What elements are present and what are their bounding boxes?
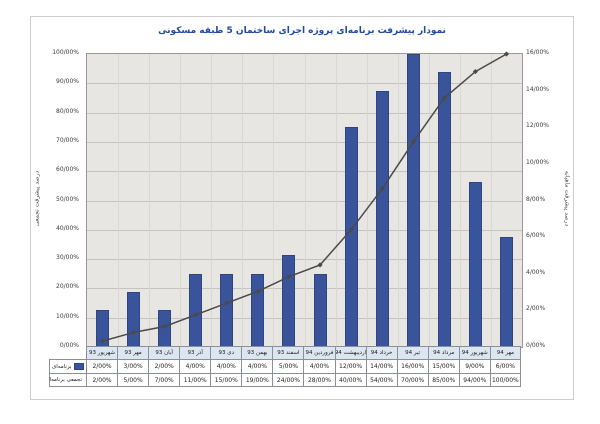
bar-legend-icon <box>73 363 84 370</box>
left-axis-ticks: 0/00% 10/00% 20/00% 30/00% 40/00% 50/00% 60/00… <box>31 49 82 349</box>
month-header: شهریور 94 <box>458 346 490 359</box>
planned-value-cell: 4/00% <box>241 359 273 373</box>
cumulative-value-cell: 24/00% <box>272 373 304 387</box>
month-header: آذر 93 <box>179 346 211 359</box>
gridline-vertical <box>397 54 399 347</box>
month-header: تیر 94 <box>396 346 428 359</box>
right-axis-tick: 6/00% <box>526 232 546 240</box>
cumulative-value-cell: 19/00% <box>241 373 273 387</box>
gridline-vertical <box>273 54 275 347</box>
right-axis-tick: 8/00% <box>526 195 546 203</box>
planned-value-cell: 6/00% <box>489 359 521 373</box>
month-header: فروردین 94 <box>303 346 335 359</box>
planned-value-cell: 4/00% <box>179 359 211 373</box>
cumulative-value-cell: 85/00% <box>427 373 459 387</box>
cumulative-value-cell: 2/00% <box>86 373 118 387</box>
cumulative-value-cell: 40/00% <box>334 373 366 387</box>
left-axis-tick: 100/00% <box>52 49 79 56</box>
month-header: دی 93 <box>210 346 242 359</box>
planned-value-cell: 12/00% <box>334 359 366 373</box>
right-axis-ticks: 0/00% 2/00% 4/00% 6/00% 8/00% 10/00% 12/00% 14/… <box>524 49 570 349</box>
gridline-vertical <box>242 54 244 347</box>
cumulative-value-cell: 100/00% <box>489 373 521 387</box>
right-axis-tick: 16/00% <box>526 49 549 56</box>
gridline-vertical <box>211 54 213 347</box>
gridline-vertical <box>428 54 430 347</box>
month-header: مهر 94 <box>489 346 521 359</box>
gridline-vertical <box>335 54 337 347</box>
planned-value-cell: 16/00% <box>396 359 428 373</box>
planned-value-cell: 5/00% <box>272 359 304 373</box>
gridline-vertical <box>459 54 461 347</box>
cumulative-value-cell: 70/00% <box>396 373 428 387</box>
chart-title: نمودار پیشرفت برنامه‌ای پروژه اجرای ساخت… <box>158 26 446 36</box>
planned-value-cell: 2/00% <box>86 359 118 373</box>
month-header: بهمن 93 <box>241 346 273 359</box>
cumulative-value-cell: 11/00% <box>179 373 211 387</box>
month-header: اردیبهشت 94 <box>334 346 366 359</box>
left-axis-tick: 60/00% <box>56 166 79 174</box>
month-header: مرداد 94 <box>427 346 459 359</box>
right-axis-tick: 12/00% <box>526 122 549 130</box>
left-axis-tick: 40/00% <box>56 224 79 232</box>
plot-area <box>86 51 523 348</box>
right-axis-title: درصد پیشرفت ماهیانه <box>563 170 571 227</box>
left-axis-tick: 80/00% <box>56 107 79 115</box>
legend-planned-label: برنامه‌ای <box>52 363 72 370</box>
gridline-vertical <box>149 54 151 347</box>
left-axis-tick: 90/00% <box>56 78 79 86</box>
month-header: مهر 93 <box>117 346 149 359</box>
gridline-vertical <box>490 54 492 347</box>
cumulative-value-cell: 28/00% <box>303 373 335 387</box>
cumulative-value-cell: 54/00% <box>365 373 397 387</box>
month-header: خرداد 94 <box>365 346 397 359</box>
left-axis-tick: 30/00% <box>56 254 79 262</box>
right-axis-tick: 0/00% <box>526 342 546 349</box>
legend-cumulative-label: تجمعی برنامه‌ای <box>49 377 82 383</box>
left-axis-tick: 70/00% <box>56 136 79 144</box>
right-axis-tick: 14/00% <box>526 85 549 93</box>
planned-value-cell: 4/00% <box>210 359 242 373</box>
legend-planned: برنامه‌ای <box>49 359 86 373</box>
cumulative-value-cell: 94/00% <box>458 373 490 387</box>
planned-value-cell: 15/00% <box>427 359 459 373</box>
cumulative-value-cell: 5/00% <box>117 373 149 387</box>
left-axis-tick: 50/00% <box>56 195 79 203</box>
month-header: اسفند 93 <box>272 346 304 359</box>
month-header: آبان 93 <box>148 346 180 359</box>
gridline-vertical <box>118 54 120 347</box>
planned-value-cell: 4/00% <box>303 359 335 373</box>
month-header: شهریور 93 <box>86 346 118 359</box>
chart-data-table: شهریور 93 مهر 93 آبان 93 آذر 93 دی 93 بهمن 93… <box>49 346 521 387</box>
chart-container: نمودار پیشرفت برنامه‌ای پروژه اجرای ساخت… <box>30 16 574 400</box>
right-axis-tick: 4/00% <box>526 268 546 276</box>
right-axis-tick: 2/00% <box>526 305 546 313</box>
left-axis-tick: 10/00% <box>56 312 79 320</box>
planned-value-cell: 3/00% <box>117 359 149 373</box>
table-corner-cell <box>49 346 86 359</box>
planned-value-cell: 2/00% <box>148 359 180 373</box>
left-axis-tick: 0/00% <box>59 342 79 349</box>
cumulative-value-cell: 7/00% <box>148 373 180 387</box>
gridline-vertical <box>180 54 182 347</box>
cumulative-line <box>99 51 510 344</box>
legend-cumulative: تجمعی برنامه‌ای <box>49 373 86 387</box>
planned-value-cell: 9/00% <box>458 359 490 373</box>
cumulative-value-cell: 15/00% <box>210 373 242 387</box>
planned-value-cell: 14/00% <box>365 359 397 373</box>
gridline-vertical <box>304 54 306 347</box>
left-axis-tick: 20/00% <box>56 283 79 291</box>
gridline-vertical <box>366 54 368 347</box>
right-axis-tick: 10/00% <box>526 158 549 166</box>
left-axis-title: درصد پیشرفت تجمعی <box>33 170 41 227</box>
